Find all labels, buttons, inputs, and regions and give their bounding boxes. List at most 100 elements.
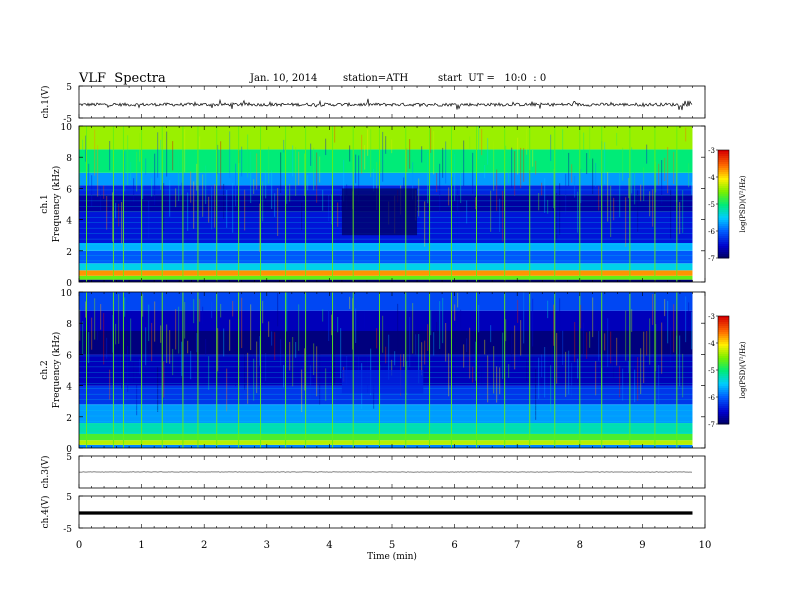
psd-texture [160,139,162,190]
psd-texture [91,317,93,350]
psd-texture [322,309,324,322]
colorbar-cell [718,246,729,249]
psd-texture [445,323,447,362]
psd-texture [538,357,540,399]
psd-texture [421,342,423,376]
psd-texture [517,137,519,175]
psd-texture [499,198,501,232]
psd-texture [142,294,144,317]
psd-texture [265,353,267,381]
colorbar-cell [718,356,729,359]
x-tick-label: 4 [326,540,332,551]
colorbar-cell [718,410,729,413]
psd-texture [598,330,600,361]
psd-texture [343,159,345,202]
psd-texture [163,360,165,398]
psd-texture [571,164,573,183]
psd-texture [514,325,516,370]
psd-texture [664,299,666,317]
psd-texture [361,134,363,174]
psd-texture [94,298,96,340]
psd-texture [304,153,306,196]
psd-texture [376,162,378,211]
psd-texture [475,341,477,381]
colorbar-cell [718,320,729,323]
psd-texture [133,361,135,382]
psd-texture [424,340,426,365]
psd-texture [130,161,132,181]
psd-texture [664,157,666,181]
psd-texture [313,147,315,191]
y-tick-label: 8 [66,320,72,330]
psd-texture [124,297,126,317]
psd-texture [532,298,534,347]
colorbar-cell [718,160,729,163]
psd-texture [391,139,393,154]
psd-texture [607,172,609,222]
psd-band [79,292,693,311]
colorbar-cell [718,364,729,367]
colorbar-cell [718,212,729,215]
ch2-spectrogram-channel-label: ch.2 [40,360,50,379]
psd-texture [91,175,93,207]
psd-texture [511,147,513,188]
psd-texture [304,348,306,391]
psd-texture [385,136,387,154]
psd-texture [154,153,156,206]
psd-texture [514,151,516,196]
colorbar-cell [718,226,729,229]
psd-texture [250,151,252,204]
colorbar-cell [718,376,729,379]
colorbar-cell [718,230,729,233]
colorbar-cell [718,346,729,349]
colorbar-cell [718,238,729,241]
psd-texture [574,176,576,198]
psd-band [79,440,693,445]
psd-texture [583,322,585,355]
psd-texture [370,129,372,177]
psd-texture [646,331,648,356]
psd-texture [118,203,120,227]
psd-texture [223,328,225,357]
psd-texture [391,359,393,376]
psd-texture [640,348,642,395]
psd-texture [472,366,474,383]
psd-texture [355,308,357,344]
psd-texture [577,191,579,233]
psd-texture [403,354,405,367]
colorbar-cell [718,324,729,327]
psd-texture [175,188,177,208]
psd-texture [325,138,327,156]
psd-texture [433,131,435,175]
psd-band [79,433,693,441]
colorbar-cell [718,390,729,393]
psd-texture [298,304,300,351]
psd-texture [286,292,288,332]
psd-texture [196,333,198,353]
psd-texture [229,131,231,178]
psd-texture [421,146,423,163]
psd-texture [253,179,255,195]
psd-texture [688,302,690,327]
psd-band [79,444,693,448]
colorbar-tick-label: -5 [708,201,715,209]
psd-texture [430,127,432,153]
colorbar-cell [718,418,729,421]
colorbar-cell [718,358,729,361]
psd-texture [457,187,459,239]
psd-texture [145,327,147,366]
psd-texture [508,364,510,378]
psd-texture [508,155,510,183]
psd-texture [289,183,291,202]
psd-texture [319,156,321,183]
psd-texture [364,145,366,170]
psd-texture [595,361,597,396]
colorbar-cell [718,150,729,153]
psd-texture [103,185,105,199]
psd-texture [481,129,483,156]
psd-texture [643,167,645,201]
psd-texture [301,202,303,231]
y-tick-label: 4 [66,217,72,227]
psd-texture [100,186,102,211]
